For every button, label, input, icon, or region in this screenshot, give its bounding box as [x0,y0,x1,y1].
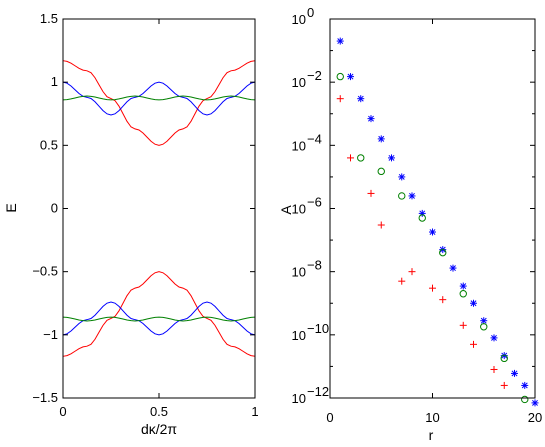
right-y-tick-label: 10 [292,75,306,90]
plus-marker [347,154,354,162]
left-y-tick-label: −1.5 [32,390,58,405]
right-y-tick-exponent: −6 [307,195,322,210]
band-line-5 [62,316,256,322]
right-y-tick-exponent: −2 [307,68,322,83]
star-marker [531,399,539,407]
right-y-tick-exponent: −4 [307,131,322,146]
left-x-tick-label: 0 [59,404,66,419]
star-marker [470,299,477,307]
left-x-tick-label: 0.5 [150,404,168,419]
left-ticks: 0 0.5 1 −1.5 −1 −0.5 0 0.5 1 1.5 [32,11,258,419]
star-marker [480,317,488,325]
right-x-tick-label: 10 [425,410,439,425]
right-y-tick-label: 10 [292,138,306,153]
circle-marker [439,248,447,257]
left-axes-frame [62,18,256,399]
left-y-tick-label: −1 [43,327,58,342]
circle-marker [357,154,365,162]
star-marker [336,37,344,45]
left-y-tick-label: 1 [51,74,58,89]
star-marker [408,192,416,200]
plus-marker [470,340,477,348]
star-marker [459,282,467,290]
right-axes-frame [329,18,536,399]
band-curves [62,60,256,357]
right-y-tick-exponent: −8 [307,258,322,273]
plus-marker [377,221,385,229]
left-x-tick-label: 1 [251,404,258,419]
star-marker [511,369,518,377]
circle-marker [480,323,488,331]
band-line-2 [62,95,256,101]
band-line-4 [62,301,256,336]
star-marker [398,173,406,181]
plus-marker [429,284,436,292]
right-x-tick-label: 20 [528,410,542,425]
circle-marker [459,290,467,298]
star-marker [367,115,375,123]
band-line-3 [62,271,256,357]
star-marker [429,228,436,236]
circle-marker [521,395,529,404]
circle-marker [398,192,406,200]
circle-marker [418,214,426,222]
right-y-tick-exponent: 0 [307,5,314,20]
right-y-tick-label: 10 [292,265,306,280]
plus-marker [459,321,467,329]
left-y-axis-label: E [3,203,19,212]
plus-marker [367,189,375,197]
right-y-tick-label: 10 [292,12,306,27]
star-marker [357,95,365,103]
right-y-tick-exponent: −12 [307,384,329,399]
star-marker [388,154,395,162]
left-y-tick-label: 0.5 [40,137,58,152]
circle-marker [336,72,344,81]
right-x-tick-label: 0 [326,410,333,425]
right-y-tick-label: 10 [292,391,306,406]
band-structure-plot: 0 0.5 1 −1.5 −1 −0.5 0 0.5 1 1.5 dκ/2π E [3,11,259,437]
circle-marker [500,354,508,363]
left-x-axis-label: dκ/2π [141,421,177,437]
right-y-axis-label: A [278,205,294,215]
star-marker [377,135,385,143]
star-marker [490,334,498,342]
left-y-tick-label: 0 [51,201,58,216]
plus-marker [439,296,447,304]
left-y-tick-label: 1.5 [40,11,58,26]
plus-marker [336,95,344,103]
star-marker [449,264,457,272]
circle-marker [377,167,385,176]
star-marker [347,73,354,81]
plus-marker [500,381,508,389]
plus-marker [408,268,416,276]
right-x-axis-label: r [429,427,434,443]
left-y-tick-label: −0.5 [32,264,58,279]
right-y-tick-exponent: −10 [307,321,329,336]
plus-marker [490,365,498,373]
star-marker [521,381,529,389]
band-line-0 [62,60,256,146]
plus-marker [398,277,406,285]
right-y-tick-label: 10 [292,202,306,217]
right-y-tick-label: 10 [292,328,306,343]
amplitude-markers [336,37,539,407]
band-line-1 [62,81,256,116]
